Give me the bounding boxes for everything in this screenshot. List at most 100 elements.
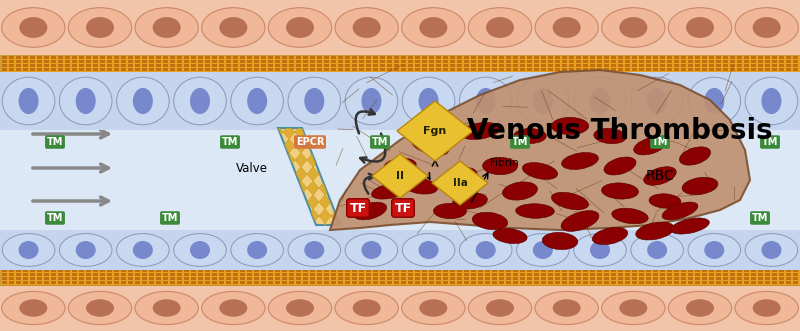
Bar: [282, 273, 287, 276]
Bar: [604, 277, 609, 280]
Text: TM: TM: [162, 213, 178, 223]
Bar: [324, 64, 329, 67]
Bar: [751, 64, 756, 67]
Ellipse shape: [745, 77, 798, 125]
Bar: [513, 273, 518, 276]
Bar: [506, 56, 511, 60]
Polygon shape: [372, 154, 428, 198]
Bar: [590, 281, 595, 284]
Bar: [744, 56, 749, 60]
Bar: [107, 281, 112, 284]
Bar: [569, 56, 574, 60]
Bar: [296, 64, 301, 67]
Ellipse shape: [590, 241, 610, 259]
Bar: [30, 68, 35, 71]
Bar: [247, 64, 252, 67]
Bar: [730, 269, 735, 272]
Text: Fibrin: Fibrin: [490, 158, 518, 168]
Bar: [576, 56, 581, 60]
Bar: [86, 269, 91, 272]
Bar: [240, 277, 245, 280]
Bar: [492, 277, 497, 280]
Ellipse shape: [190, 88, 210, 114]
Bar: [303, 68, 308, 71]
Bar: [317, 64, 322, 67]
Polygon shape: [283, 139, 295, 153]
Bar: [618, 269, 623, 272]
Ellipse shape: [460, 122, 500, 140]
Bar: [394, 277, 399, 280]
Ellipse shape: [517, 77, 569, 125]
Bar: [0, 130, 800, 230]
Ellipse shape: [459, 77, 512, 125]
Bar: [611, 64, 616, 67]
Bar: [674, 64, 679, 67]
Bar: [653, 273, 658, 276]
Polygon shape: [295, 209, 307, 223]
Bar: [716, 68, 721, 71]
Bar: [786, 56, 791, 60]
Bar: [86, 281, 91, 284]
Bar: [765, 68, 770, 71]
Polygon shape: [283, 223, 295, 237]
Polygon shape: [331, 195, 343, 209]
Bar: [401, 64, 406, 67]
Ellipse shape: [190, 241, 210, 259]
Bar: [359, 269, 364, 272]
Bar: [681, 269, 686, 272]
Bar: [79, 64, 84, 67]
Bar: [387, 56, 392, 60]
Bar: [142, 273, 147, 276]
Bar: [282, 277, 287, 280]
Ellipse shape: [59, 77, 112, 125]
Bar: [170, 277, 175, 280]
Bar: [702, 273, 707, 276]
Bar: [79, 60, 84, 63]
Bar: [289, 269, 294, 272]
Bar: [135, 281, 140, 284]
Bar: [163, 281, 168, 284]
Polygon shape: [331, 167, 343, 181]
Bar: [149, 277, 154, 280]
Bar: [366, 68, 371, 71]
Bar: [37, 281, 42, 284]
Bar: [541, 56, 546, 60]
Bar: [58, 269, 63, 272]
Bar: [254, 269, 259, 272]
Bar: [65, 273, 70, 276]
Bar: [275, 281, 280, 284]
Bar: [79, 277, 84, 280]
Bar: [359, 68, 364, 71]
Bar: [387, 277, 392, 280]
Ellipse shape: [662, 202, 698, 220]
Ellipse shape: [335, 8, 398, 47]
Bar: [387, 281, 392, 284]
Ellipse shape: [419, 17, 447, 38]
Ellipse shape: [516, 204, 554, 218]
Bar: [205, 277, 210, 280]
Bar: [401, 60, 406, 63]
Bar: [191, 269, 196, 272]
Bar: [107, 269, 112, 272]
Bar: [282, 64, 287, 67]
Bar: [58, 60, 63, 63]
Bar: [786, 273, 791, 276]
Bar: [184, 273, 189, 276]
Polygon shape: [259, 153, 271, 167]
Ellipse shape: [668, 8, 732, 47]
Bar: [660, 68, 665, 71]
Bar: [758, 56, 763, 60]
Bar: [744, 68, 749, 71]
Bar: [562, 273, 567, 276]
Bar: [611, 269, 616, 272]
Bar: [408, 68, 413, 71]
Bar: [51, 60, 56, 63]
Bar: [653, 277, 658, 280]
Ellipse shape: [345, 77, 398, 125]
Bar: [289, 277, 294, 280]
Bar: [583, 273, 588, 276]
Text: II: II: [396, 171, 404, 181]
Bar: [730, 68, 735, 71]
Bar: [541, 273, 546, 276]
Ellipse shape: [219, 17, 247, 38]
